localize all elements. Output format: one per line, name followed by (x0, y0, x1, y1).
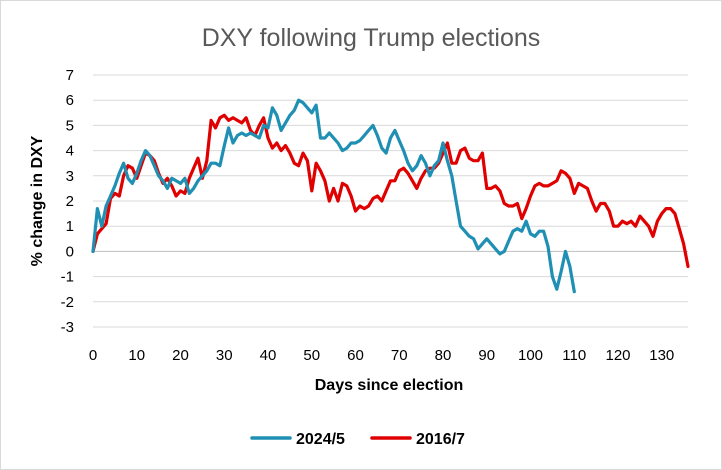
y-axis-label: % change in DXY (29, 135, 46, 266)
y-tick-label: 5 (66, 117, 74, 134)
x-tick-label: 120 (605, 347, 630, 364)
y-tick-label: 0 (66, 243, 74, 260)
y-tick-label: -2 (61, 294, 74, 311)
x-tick-label: 0 (89, 347, 97, 364)
y-tick-label: 7 (66, 67, 74, 84)
y-tick-label: 3 (66, 168, 74, 185)
gridlines (93, 74, 688, 328)
x-tick-label: 80 (435, 347, 452, 364)
series-lines (91, 98, 690, 294)
x-tick-labels: 0 10 20 30 40 50 60 70 80 90 100 110 120 130 (89, 347, 674, 364)
legend-label: 2024/5 (296, 431, 345, 448)
y-tick-label: -3 (61, 319, 74, 336)
x-tick-label: 40 (260, 347, 277, 364)
x-tick-label: 130 (649, 347, 674, 364)
x-tick-label: 60 (347, 347, 364, 364)
x-tick-label: 70 (391, 347, 408, 364)
x-tick-label: 100 (518, 347, 543, 364)
chart-title: DXY following Trump elections (202, 24, 541, 52)
x-tick-label: 110 (562, 347, 586, 364)
y-tick-label: 4 (66, 143, 74, 160)
x-tick-label: 20 (172, 347, 189, 364)
x-tick-label: 10 (128, 347, 145, 364)
y-tick-label: 1 (66, 218, 74, 235)
x-tick-label: 50 (303, 347, 320, 364)
y-tick-label: 6 (66, 92, 74, 109)
x-tick-label: 30 (216, 347, 233, 364)
legend: 2024/5 2016/7 (250, 431, 465, 448)
y-tick-label: 2 (66, 193, 74, 210)
series-line (91, 113, 690, 269)
x-axis-label: Days since election (315, 377, 464, 394)
y-tick-labels: -3 -2 -1 0 1 2 3 4 5 6 7 (61, 67, 74, 336)
series-line (91, 98, 576, 294)
y-tick-label: -1 (61, 269, 74, 286)
legend-label: 2016/7 (416, 431, 465, 448)
x-tick-label: 90 (478, 347, 495, 364)
